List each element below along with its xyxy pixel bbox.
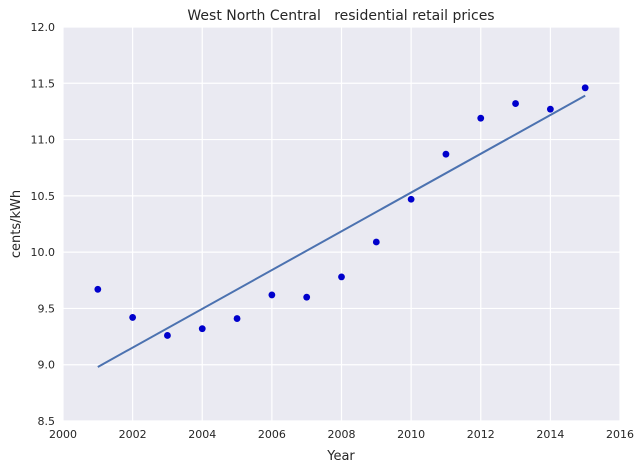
x-tick-label: 2006 [258,428,286,441]
data-point [338,273,345,281]
x-tick-label: 2016 [606,428,634,441]
data-point [407,195,415,203]
data-point [198,325,206,333]
x-tick-label: 2008 [328,428,356,441]
data-point [303,293,311,301]
data-point [129,314,137,321]
x-tick-label: 2010 [397,428,425,441]
y-tick-label: 10.5 [31,190,56,203]
y-tick-label: 11.5 [31,77,56,90]
data-points [94,84,589,339]
y-tick-label: 8.5 [38,415,56,428]
data-point [477,114,485,122]
chart-title: West North Central residential retail pr… [187,8,494,24]
x-tick-label: 2004 [188,428,216,441]
y-tick-label: 10.0 [31,246,56,259]
data-point [233,315,241,322]
x-tick-label: 2002 [119,428,147,441]
x-tick-label: 2012 [467,428,495,441]
data-point [442,150,450,158]
y-tick-label: 9.5 [38,302,56,315]
x-tick-labels: 2000 2002 2004 2006 2008 2010 2012 2014 2016 [49,428,634,441]
data-point [372,238,380,246]
data-point [512,100,519,107]
data-point [94,285,102,293]
trend-line [97,94,586,368]
grid-lines [62,26,621,422]
data-point [164,332,171,339]
x-axis-label: Year [326,449,355,464]
x-tick-label: 2000 [49,428,77,441]
y-tick-labels: 8.5 9.0 9.5 10.0 10.5 11.0 11.5 12.0 [31,21,56,428]
y-axis-label: cents/kWh [9,190,24,258]
trend-line-layer [97,94,586,368]
data-point [546,105,554,113]
x-tick-label: 2014 [536,428,564,441]
y-tick-label: 12.0 [31,21,56,34]
data-point [268,291,276,299]
data-point [581,84,589,92]
y-tick-label: 9.0 [38,359,56,372]
y-tick-label: 11.0 [31,134,56,147]
